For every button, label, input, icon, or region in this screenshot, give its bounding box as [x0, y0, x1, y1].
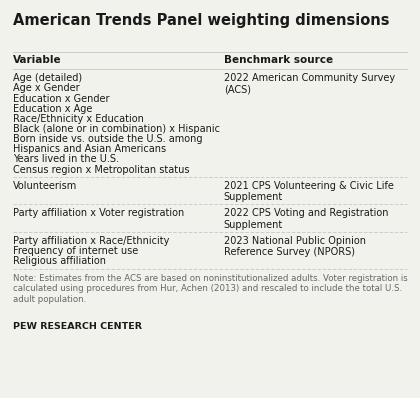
Text: Race/Ethnicity x Education: Race/Ethnicity x Education	[13, 114, 144, 124]
Text: Education x Age: Education x Age	[13, 103, 92, 114]
Text: Volunteerism: Volunteerism	[13, 181, 77, 191]
Text: 2022 American Community Survey
(ACS): 2022 American Community Survey (ACS)	[224, 73, 395, 95]
Text: 2021 CPS Volunteering & Civic Life
Supplement: 2021 CPS Volunteering & Civic Life Suppl…	[224, 181, 394, 202]
Text: Religious affiliation: Religious affiliation	[13, 256, 105, 266]
Text: Party affiliation x Race/Ethnicity: Party affiliation x Race/Ethnicity	[13, 236, 169, 246]
Text: Census region x Metropolitan status: Census region x Metropolitan status	[13, 164, 189, 175]
Text: American Trends Panel weighting dimensions: American Trends Panel weighting dimensio…	[13, 13, 389, 28]
Text: 2022 CPS Voting and Registration
Supplement: 2022 CPS Voting and Registration Supplem…	[224, 208, 388, 230]
Text: Age (detailed): Age (detailed)	[13, 73, 82, 83]
Text: PEW RESEARCH CENTER: PEW RESEARCH CENTER	[13, 322, 142, 331]
Text: 2023 National Public Opinion
Reference Survey (NPORS): 2023 National Public Opinion Reference S…	[224, 236, 366, 257]
Text: Party affiliation x Voter registration: Party affiliation x Voter registration	[13, 208, 184, 218]
Text: Benchmark source: Benchmark source	[224, 55, 333, 65]
Text: Born inside vs. outside the U.S. among: Born inside vs. outside the U.S. among	[13, 134, 202, 144]
Text: Black (alone or in combination) x Hispanic: Black (alone or in combination) x Hispan…	[13, 124, 220, 134]
Text: Age x Gender: Age x Gender	[13, 84, 79, 94]
Text: Years lived in the U.S.: Years lived in the U.S.	[13, 154, 118, 164]
Text: Variable: Variable	[13, 55, 61, 65]
Text: Hispanics and Asian Americans: Hispanics and Asian Americans	[13, 144, 166, 154]
Text: Note: Estimates from the ACS are based on noninstitutionalized adults. Voter reg: Note: Estimates from the ACS are based o…	[13, 274, 407, 304]
Text: Frequency of internet use: Frequency of internet use	[13, 246, 138, 256]
Text: Education x Gender: Education x Gender	[13, 94, 109, 103]
